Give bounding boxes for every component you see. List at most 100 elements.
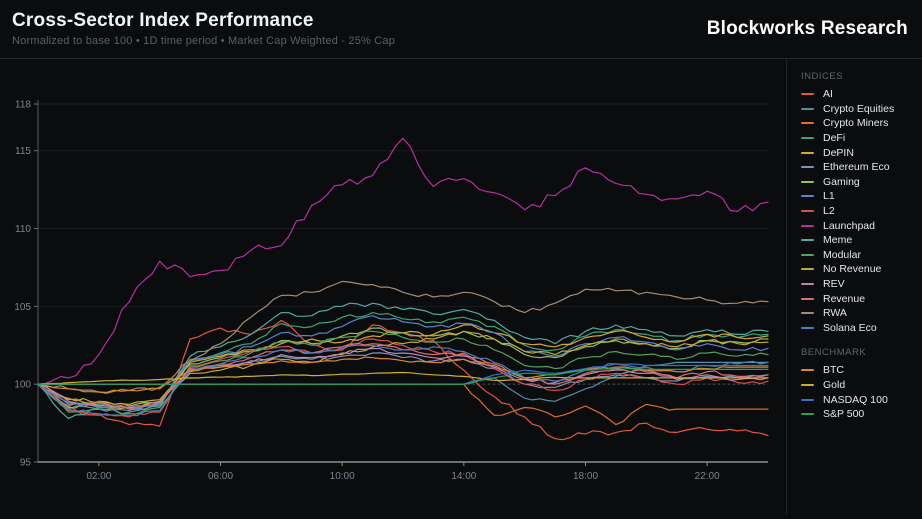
legend-swatch xyxy=(801,312,814,315)
series-line-s-p-500 xyxy=(37,367,769,385)
legend-label: Launchpad xyxy=(823,219,875,232)
legend-item-ai[interactable]: AI xyxy=(801,87,914,102)
series-line-solana-eco xyxy=(37,344,769,417)
legend-swatch xyxy=(801,369,814,372)
legend-item-ethereum-eco[interactable]: Ethereum Eco xyxy=(801,160,914,175)
legend-swatch xyxy=(801,151,814,154)
legend-section-indices: INDICES AI Crypto Equities Crypto Miners De… xyxy=(801,71,914,335)
series-line-gold xyxy=(37,371,769,385)
legend-item-nasdaq-100[interactable]: NASDAQ 100 xyxy=(801,392,914,407)
legend-label: AI xyxy=(823,88,833,101)
x-tick-label: 18:00 xyxy=(573,471,598,482)
legend-item-meme[interactable]: Meme xyxy=(801,233,914,248)
legend-swatch xyxy=(801,93,814,96)
page-header: Cross-Sector Index Performance Normalize… xyxy=(0,0,922,59)
series-line-gaming xyxy=(37,327,769,409)
chart-panel: 95 100 105 110 115 118 02:00 06:00 10:00 14:00 18:… xyxy=(0,59,786,514)
legend-item-l1[interactable]: L1 xyxy=(801,189,914,204)
legend-label: NASDAQ 100 xyxy=(823,393,888,406)
page-subtitle: Normalized to base 100 • 1D time period … xyxy=(12,35,396,47)
legend-swatch xyxy=(801,398,814,401)
legend-label: Meme xyxy=(823,234,853,247)
legend-swatch xyxy=(801,239,814,242)
legend-label: L2 xyxy=(823,205,835,218)
page-title: Cross-Sector Index Performance xyxy=(12,10,314,31)
y-tick-label: 118 xyxy=(15,100,31,111)
legend-label: Ethereum Eco xyxy=(823,161,890,174)
series-line-l1 xyxy=(37,315,769,411)
legend-label: DePIN xyxy=(823,146,854,159)
x-tick-label: 10:00 xyxy=(330,471,355,482)
y-tick-label: 105 xyxy=(14,302,31,313)
brand-logo[interactable]: Blockworks Research xyxy=(706,18,908,39)
legend-item-gaming[interactable]: Gaming xyxy=(801,175,914,190)
legend-swatch xyxy=(801,137,814,140)
series-line-meme xyxy=(37,302,769,419)
legend-label: Gaming xyxy=(823,175,860,188)
legend-item-depin[interactable]: DePIN xyxy=(801,145,914,160)
legend-section-title: BENCHMARK xyxy=(801,347,867,359)
legend-items-benchmark: BTC Gold NASDAQ 100 S&P 500 xyxy=(801,363,914,421)
legend-item-revenue[interactable]: Revenue xyxy=(801,291,914,306)
legend-swatch xyxy=(801,195,814,198)
legend-label: RWA xyxy=(823,307,847,320)
performance-line-chart[interactable]: 95 100 105 110 115 118 02:00 06:00 10:00 14:00 18:… xyxy=(0,59,786,514)
legend-section-benchmark: BENCHMARK BTC Gold NASDAQ 100 S&P 500 xyxy=(801,347,914,421)
legend-item-rwa[interactable]: RWA xyxy=(801,306,914,321)
legend-label: Crypto Miners xyxy=(823,117,889,130)
legend-label: S&P 500 xyxy=(823,408,865,421)
legend-swatch xyxy=(801,413,814,416)
series-line-btc xyxy=(37,356,769,393)
legend-items-indices: AI Crypto Equities Crypto Miners DeFi DePIN E… xyxy=(801,87,914,335)
legend-item-modular[interactable]: Modular xyxy=(801,248,914,263)
legend-swatch xyxy=(801,166,814,169)
legend-label: Modular xyxy=(823,248,861,261)
legend-label: Crypto Equities xyxy=(823,102,895,115)
legend-item-defi[interactable]: DeFi xyxy=(801,131,914,146)
legend-item-launchpad[interactable]: Launchpad xyxy=(801,218,914,233)
legend-swatch xyxy=(801,326,814,329)
legend-label: BTC xyxy=(823,364,844,377)
legend-panel: INDICES AI Crypto Equities Crypto Miners De… xyxy=(786,59,922,514)
legend-item-btc[interactable]: BTC xyxy=(801,363,914,378)
legend-label: Revenue xyxy=(823,292,866,305)
legend-swatch xyxy=(801,297,814,300)
legend-label: DeFi xyxy=(823,132,846,145)
x-tick-label: 06:00 xyxy=(208,471,233,482)
legend-section-title: INDICES xyxy=(801,71,844,82)
y-tick-label: 115 xyxy=(15,146,31,157)
legend-label: REV xyxy=(823,278,845,291)
series-line-rwa xyxy=(37,280,769,394)
legend-item-crypto-miners[interactable]: Crypto Miners xyxy=(801,116,914,131)
legend-swatch xyxy=(801,224,814,227)
x-tick-label: 02:00 xyxy=(86,471,111,482)
legend-item-s-p-500[interactable]: S&P 500 xyxy=(801,407,914,422)
series-line-no-revenue xyxy=(37,330,769,405)
legend-swatch xyxy=(801,253,814,256)
legend-label: Gold xyxy=(823,378,846,391)
legend-label: L1 xyxy=(823,190,835,203)
legend-swatch xyxy=(801,180,814,183)
y-tick-label: 110 xyxy=(15,224,31,235)
legend-swatch xyxy=(801,107,814,110)
legend-item-solana-eco[interactable]: Solana Eco xyxy=(801,321,914,336)
y-tick-label: 95 xyxy=(20,458,32,469)
legend-label: No Revenue xyxy=(823,263,882,276)
legend-item-crypto-equities[interactable]: Crypto Equities xyxy=(801,102,914,117)
legend-swatch xyxy=(801,283,814,286)
series-line-modular xyxy=(37,330,769,415)
legend-item-rev[interactable]: REV xyxy=(801,277,914,292)
legend-swatch xyxy=(801,210,814,213)
legend-label: Solana Eco xyxy=(823,321,877,334)
legend-item-l2[interactable]: L2 xyxy=(801,204,914,219)
legend-item-gold[interactable]: Gold xyxy=(801,378,914,393)
series-line-launchpad xyxy=(37,137,769,385)
y-tick-label: 100 xyxy=(14,380,31,391)
legend-swatch xyxy=(801,122,814,125)
legend-swatch xyxy=(801,268,814,271)
x-tick-label: 22:00 xyxy=(695,471,720,482)
legend-swatch xyxy=(801,383,814,386)
x-tick-label: 14:00 xyxy=(451,471,476,482)
legend-item-no-revenue[interactable]: No Revenue xyxy=(801,262,914,277)
series-line-crypto-equities xyxy=(37,361,769,402)
